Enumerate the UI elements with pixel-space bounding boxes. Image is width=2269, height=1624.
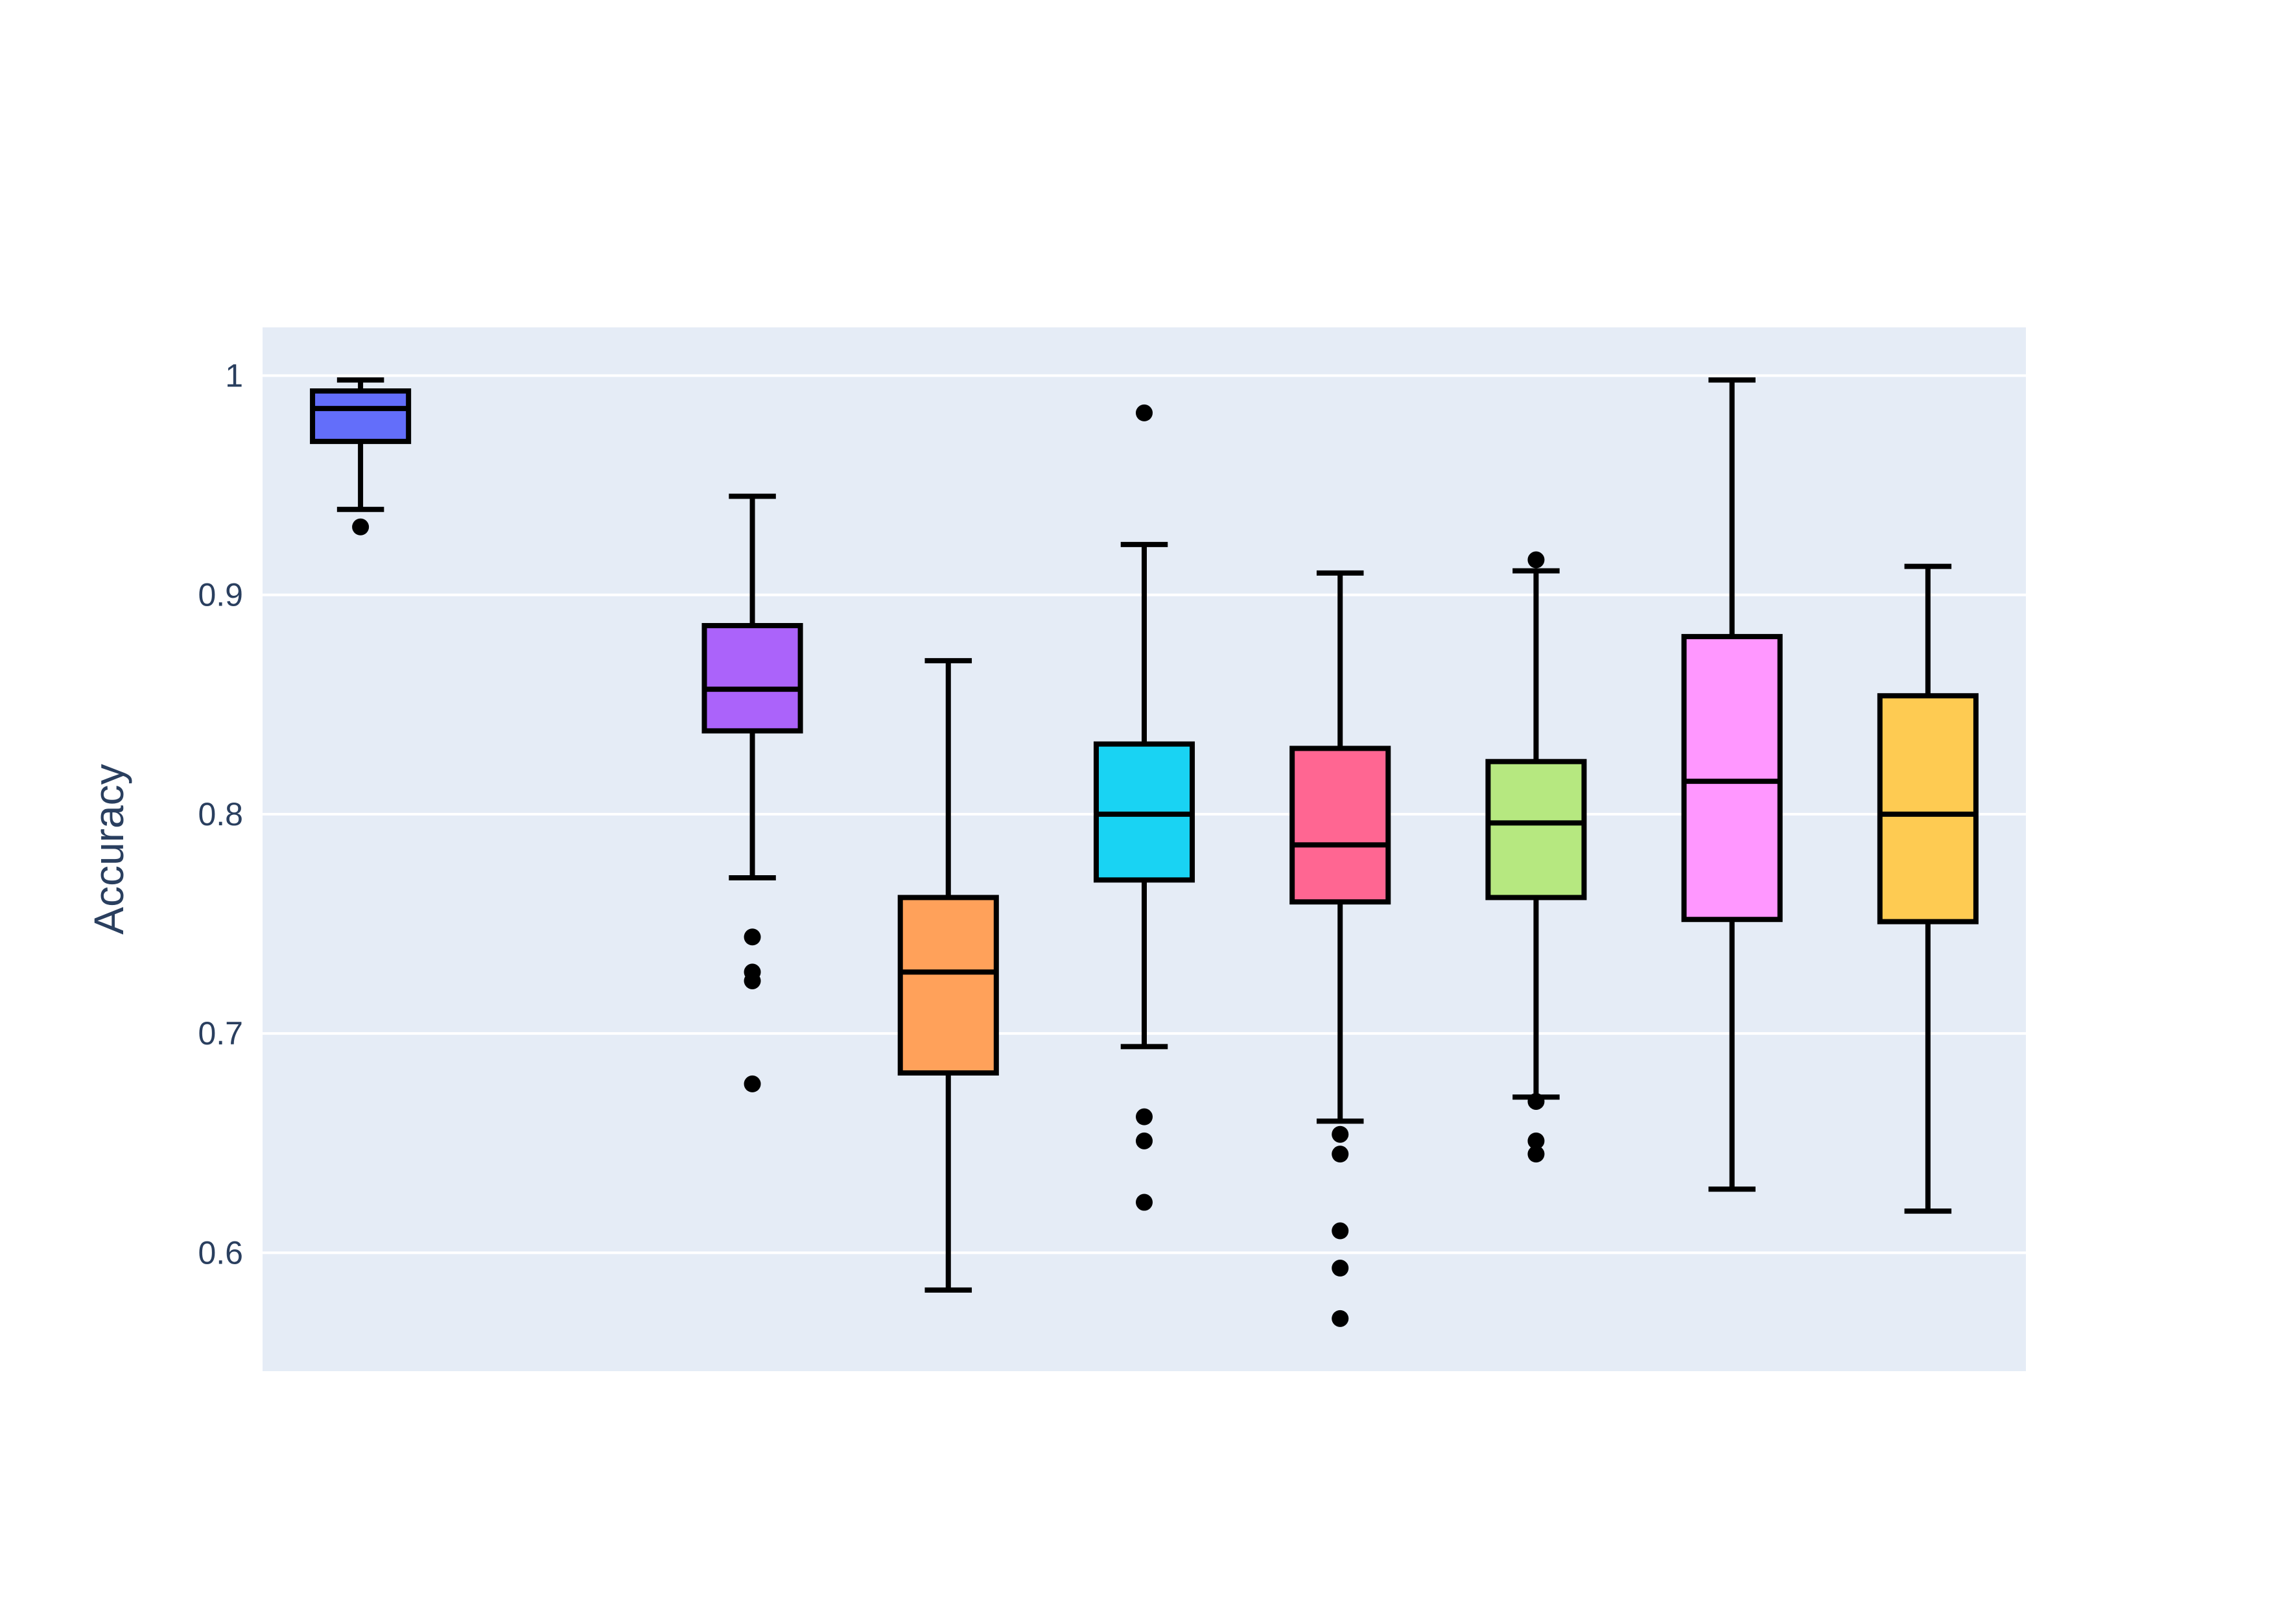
- outlier-point: [1527, 551, 1545, 569]
- y-tick-label: 0.9: [198, 577, 243, 613]
- box-iqr: [1681, 633, 1783, 923]
- outlier-point: [1332, 1260, 1349, 1277]
- outlier-point: [1527, 1132, 1545, 1149]
- box-iqr: [1289, 746, 1391, 905]
- box-series-layer: [310, 377, 1979, 1327]
- box-series-6: [1289, 570, 1391, 1327]
- box-series-8: [1681, 377, 1783, 1192]
- box-series-1: [310, 377, 412, 535]
- outlier-point: [1527, 1092, 1545, 1110]
- y-tick-label: 0.7: [198, 1015, 243, 1052]
- outlier-point: [1136, 1132, 1153, 1149]
- outlier-point: [744, 1075, 761, 1092]
- y-tick-label: 0.6: [198, 1234, 243, 1271]
- outlier-point: [744, 972, 761, 989]
- box-series-9: [1877, 563, 1979, 1214]
- y-tick-label: 1: [225, 357, 243, 394]
- box-iqr: [310, 388, 412, 444]
- box-iqr: [1877, 693, 1979, 924]
- outlier-point: [1136, 1194, 1153, 1211]
- y-tick-label: 0.8: [198, 796, 243, 832]
- box-iqr: [1485, 759, 1587, 900]
- outlier-point: [1527, 1146, 1545, 1163]
- box-series-7: [1485, 551, 1587, 1163]
- box-series-3: [701, 493, 803, 1092]
- outlier-point: [1332, 1310, 1349, 1327]
- outlier-point: [352, 518, 370, 535]
- outlier-point: [744, 928, 761, 946]
- y-axis-title: Accuracy: [86, 764, 132, 934]
- box-iqr: [701, 623, 803, 734]
- outlier-point: [1136, 1108, 1153, 1125]
- outlier-point: [1332, 1146, 1349, 1163]
- outlier-point: [1332, 1222, 1349, 1240]
- box-series-5: [1093, 404, 1195, 1211]
- y-axis-ticks: 0.6 0.7 0.8 0.9 1: [198, 357, 243, 1271]
- box-iqr: [897, 895, 999, 1076]
- outlier-point: [1136, 404, 1153, 421]
- box-series-4: [897, 658, 999, 1293]
- outlier-point: [1332, 1125, 1349, 1143]
